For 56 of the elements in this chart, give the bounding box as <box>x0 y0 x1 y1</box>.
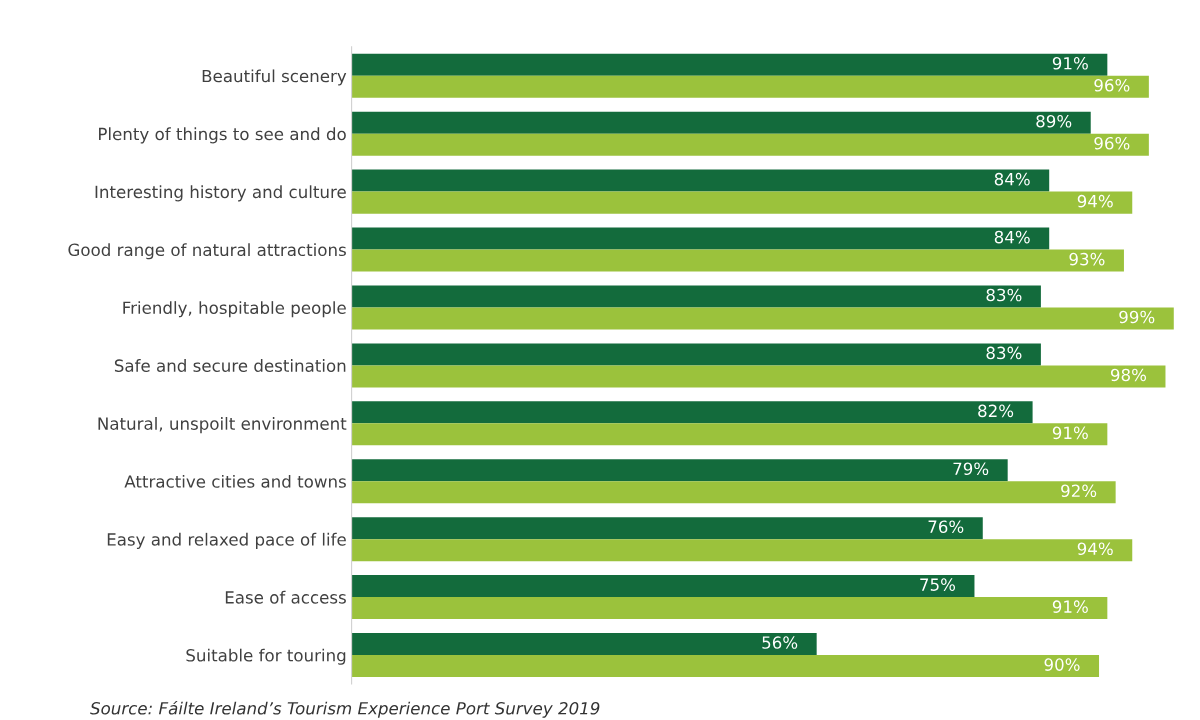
bar <box>351 481 1116 504</box>
bar <box>351 423 1108 446</box>
data-label: 89% <box>1036 114 1072 128</box>
bar <box>351 575 975 598</box>
data-label: 91% <box>1052 56 1088 70</box>
bar <box>351 75 1149 98</box>
y-tick-label: Attractive cities and towns <box>124 474 346 488</box>
data-label: 91% <box>1052 600 1088 613</box>
data-label: 90% <box>1044 658 1080 671</box>
data-label: 92% <box>1061 484 1097 498</box>
data-label: 93% <box>1069 252 1105 266</box>
data-label: 96% <box>1094 136 1130 150</box>
bar <box>351 227 1050 250</box>
y-tick-label: Beautiful scenery <box>202 69 347 86</box>
bar <box>351 249 1124 272</box>
y-tick-label: Suitable for touring <box>186 648 346 665</box>
bar <box>351 53 1108 76</box>
data-label: 94% <box>1077 194 1113 208</box>
bar <box>351 633 817 656</box>
data-label: 99% <box>1119 310 1155 324</box>
data-label: 79% <box>953 462 989 476</box>
y-tick-label: Friendly, hospitable people <box>123 301 346 318</box>
data-label: 83% <box>986 288 1022 302</box>
y-tick-label: Natural, unspoilt environment <box>98 417 347 434</box>
data-label: 82% <box>978 404 1014 418</box>
y-tick-label: Easy and relaxed pace of life <box>107 532 346 549</box>
y-tick-label: Good range of natural attractions <box>68 243 346 260</box>
data-label: 84% <box>994 230 1030 244</box>
data-label: 75% <box>920 578 956 591</box>
bar <box>351 365 1166 388</box>
bar <box>351 539 1133 562</box>
bar <box>351 191 1133 214</box>
data-label: 96% <box>1094 79 1130 92</box>
bar <box>351 133 1149 156</box>
bar <box>351 459 1008 482</box>
bar <box>351 401 1033 424</box>
bar <box>351 517 983 540</box>
data-label: 94% <box>1077 542 1113 556</box>
bar <box>351 343 1041 366</box>
data-label: 56% <box>762 636 798 649</box>
y-tick-label: Ease of access <box>225 590 346 604</box>
y-tick-label: Safe and secure destination <box>114 359 346 372</box>
y-tick-label: Interesting history and culture <box>95 185 346 202</box>
source-note: Source: Fáilte Ireland’s Tourism Experience Port Survey 2019 <box>90 701 600 718</box>
bar <box>351 597 1108 620</box>
y-tick-label: Plenty of things to see and do <box>99 127 346 144</box>
data-label: 76% <box>928 520 964 534</box>
data-label: 98% <box>1110 368 1147 382</box>
bar <box>351 655 1100 678</box>
bar <box>351 111 1091 134</box>
data-label: 83% <box>986 346 1022 360</box>
data-label: 84% <box>994 172 1030 186</box>
bar <box>351 307 1174 330</box>
bar <box>351 285 1041 308</box>
data-label: 91% <box>1052 426 1088 440</box>
bar <box>351 169 1050 192</box>
